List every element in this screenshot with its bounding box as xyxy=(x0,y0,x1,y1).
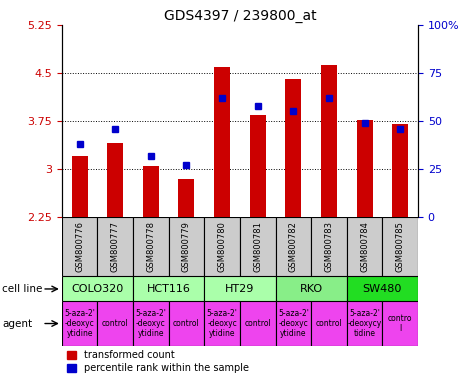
Bar xyxy=(204,276,276,301)
Text: HT29: HT29 xyxy=(225,284,255,294)
Bar xyxy=(143,166,159,217)
Bar xyxy=(250,114,266,217)
Bar xyxy=(276,276,347,301)
Bar xyxy=(62,301,97,346)
Bar xyxy=(179,179,194,217)
Text: GSM800782: GSM800782 xyxy=(289,221,298,272)
Bar xyxy=(311,217,347,276)
Bar xyxy=(392,124,408,217)
Bar xyxy=(311,301,347,346)
Bar xyxy=(357,120,372,217)
Bar xyxy=(347,217,382,276)
Text: GSM800778: GSM800778 xyxy=(146,221,155,272)
Title: GDS4397 / 239800_at: GDS4397 / 239800_at xyxy=(163,8,316,23)
Text: GSM800781: GSM800781 xyxy=(253,221,262,272)
Bar xyxy=(347,301,382,346)
Text: agent: agent xyxy=(2,318,32,329)
Bar xyxy=(276,301,311,346)
Bar xyxy=(169,301,204,346)
Bar xyxy=(133,301,169,346)
Bar xyxy=(62,276,133,301)
Text: GSM800779: GSM800779 xyxy=(182,221,191,272)
Text: GSM800776: GSM800776 xyxy=(75,221,84,272)
Text: GSM800777: GSM800777 xyxy=(111,221,120,272)
Bar xyxy=(133,217,169,276)
Text: control: control xyxy=(173,319,200,328)
Bar xyxy=(204,301,240,346)
Bar xyxy=(285,79,301,217)
Bar xyxy=(107,143,123,217)
Text: 5-aza-2'
-deoxyc
ytidine: 5-aza-2' -deoxyc ytidine xyxy=(207,309,238,338)
Text: control: control xyxy=(244,319,271,328)
Text: GSM800785: GSM800785 xyxy=(396,221,405,272)
Bar xyxy=(214,66,230,217)
Bar xyxy=(382,301,418,346)
Text: SW480: SW480 xyxy=(363,284,402,294)
Text: 5-aza-2'
-deoxyc
ytidine: 5-aza-2' -deoxyc ytidine xyxy=(278,309,309,338)
Text: COLO320: COLO320 xyxy=(71,284,124,294)
Text: 5-aza-2'
-deoxycy
tidine: 5-aza-2' -deoxycy tidine xyxy=(347,309,382,338)
Text: GSM800784: GSM800784 xyxy=(360,221,369,272)
Text: contro
l: contro l xyxy=(388,314,412,333)
Bar xyxy=(240,301,276,346)
Bar xyxy=(276,217,311,276)
Bar xyxy=(97,217,133,276)
Bar xyxy=(133,276,204,301)
Text: 5-aza-2'
-deoxyc
ytidine: 5-aza-2' -deoxyc ytidine xyxy=(135,309,166,338)
Text: GSM800783: GSM800783 xyxy=(324,221,333,272)
Bar xyxy=(97,301,133,346)
Text: cell line: cell line xyxy=(2,284,43,294)
Text: GSM800780: GSM800780 xyxy=(218,221,227,272)
Text: HCT116: HCT116 xyxy=(147,284,190,294)
Text: RKO: RKO xyxy=(300,284,323,294)
Bar xyxy=(169,217,204,276)
Bar xyxy=(347,276,418,301)
Bar xyxy=(62,217,97,276)
Legend: transformed count, percentile rank within the sample: transformed count, percentile rank withi… xyxy=(66,351,249,373)
Bar xyxy=(204,217,240,276)
Bar xyxy=(382,217,418,276)
Text: control: control xyxy=(315,319,342,328)
Text: 5-aza-2'
-deoxyc
ytidine: 5-aza-2' -deoxyc ytidine xyxy=(64,309,95,338)
Bar xyxy=(321,65,337,217)
Text: control: control xyxy=(102,319,129,328)
Bar xyxy=(72,156,87,217)
Bar xyxy=(240,217,276,276)
